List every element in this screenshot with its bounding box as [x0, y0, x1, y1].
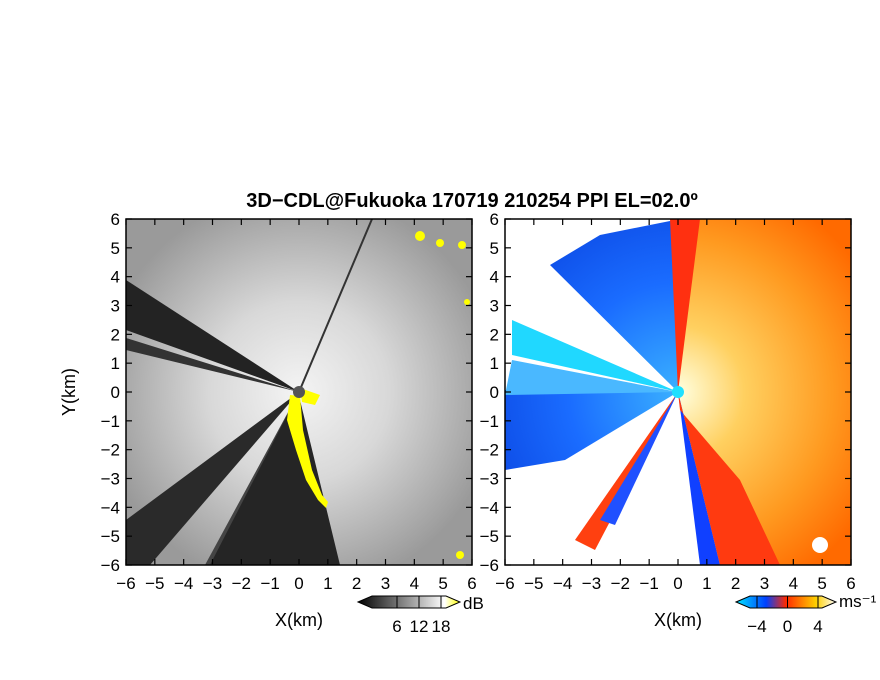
velocity-xtick-label: 6: [846, 574, 855, 593]
radar-site: [293, 386, 305, 398]
yellow-echo-se: [456, 551, 464, 559]
reflectivity-colorbar-unit: dB: [463, 594, 484, 613]
blocked-sector-sw: [126, 392, 299, 565]
reflectivity-ytick-label: 3: [111, 297, 120, 316]
velocity-xtick-label: 2: [731, 574, 740, 593]
velocity-xtick-label: −5: [524, 574, 543, 593]
reflectivity-xtick-label: 2: [352, 574, 361, 593]
radial-streak: [298, 219, 373, 393]
reflectivity-xtick-label: −5: [145, 574, 164, 593]
velocity-ytick-label: −1: [480, 412, 499, 431]
reflectivity-ytick-label: −4: [101, 498, 120, 517]
velocity-ytick-label: −5: [480, 527, 499, 546]
velocity-xtick-label: 3: [760, 574, 769, 593]
yellow-echo-ne-3: [458, 241, 466, 249]
velocity-red-south: [678, 392, 780, 565]
reflectivity-xlabel: X(km): [275, 610, 323, 630]
yellow-echo-south: [287, 395, 328, 508]
velocity-xtick-label: −4: [553, 574, 572, 593]
reflectivity-ytick-label: −3: [101, 470, 120, 489]
velocity-cool-west: [505, 390, 678, 470]
blocked-sector-s: [205, 392, 299, 565]
reflectivity-ytick-label: 6: [111, 210, 120, 229]
figure-title: 3D−CDL@Fukuoka 170719 210254 PPI EL=02.0…: [246, 190, 698, 212]
velocity-xtick-label: −6: [495, 574, 514, 593]
reflectivity-ytick-label: −6: [101, 556, 120, 575]
velocity-ytick-label: −3: [480, 470, 499, 489]
velocity-colorbar-tick-label: 4: [813, 617, 822, 636]
yellow-echo-center: [300, 388, 320, 405]
velocity-xtick-label: 5: [817, 574, 826, 593]
reflectivity-ytick-label: 5: [111, 239, 120, 258]
velocity-ytick-label: −6: [480, 556, 499, 575]
velocity-colorbar-tick-label: 0: [783, 617, 792, 636]
reflectivity-xtick-label: −2: [232, 574, 251, 593]
velocity-ytick-label: 1: [490, 354, 499, 373]
blocked-sector-ssw: [210, 392, 340, 565]
reflectivity-xtick-label: 5: [438, 574, 447, 593]
velocity-xlabel: X(km): [654, 610, 702, 630]
yellow-echo-ne-2: [436, 239, 444, 247]
reflectivity-ytick-label: −1: [101, 412, 120, 431]
reflectivity-ytick-label: 2: [111, 325, 120, 344]
velocity-ytick-label: −4: [480, 498, 499, 517]
velocity-xtick-label: 4: [789, 574, 798, 593]
velocity-cyan-west-2: [505, 360, 678, 395]
yellow-echo-ne: [415, 231, 425, 241]
velocity-colorbar: −4 0 4 ms⁻¹: [734, 592, 877, 636]
velocity-ytick-label: 4: [490, 268, 499, 287]
velocity-ytick-label: 6: [490, 210, 499, 229]
reflectivity-xtick-label: 3: [381, 574, 390, 593]
velocity-cyan-west: [512, 320, 678, 392]
reflectivity-colorbar-tick-label: 12: [410, 617, 429, 636]
reflectivity-ytick-label: 1: [111, 354, 120, 373]
reflectivity-ylabel: Y(km): [59, 368, 79, 416]
reflectivity-colorbar: 6 12 18 dB: [356, 594, 484, 636]
velocity-xtick-label: −2: [611, 574, 630, 593]
yellow-echo-e: [464, 299, 470, 305]
blocked-sector-nw: [126, 280, 299, 392]
reflectivity-ytick-label: −2: [101, 441, 120, 460]
velocity-xtick-label: −3: [582, 574, 601, 593]
reflectivity-ytick-label: 0: [111, 383, 120, 402]
velocity-red-north: [670, 219, 700, 392]
velocity-colorbar-unit: ms⁻¹: [839, 592, 877, 611]
velocity-xtick-label: −1: [639, 574, 658, 593]
blocked-sector-w: [126, 338, 299, 392]
reflectivity-ytick-label: 4: [111, 268, 120, 287]
reflectivity-xtick-label: 1: [323, 574, 332, 593]
reflectivity-xtick-label: 6: [467, 574, 476, 593]
velocity-ytick-label: −2: [480, 441, 499, 460]
reflectivity-xtick-label: −3: [203, 574, 222, 593]
velocity-xtick-label: 1: [702, 574, 711, 593]
reflectivity-xtick-label: −4: [174, 574, 193, 593]
reflectivity-xtick-label: −6: [116, 574, 135, 593]
reflectivity-ytick-label: −5: [101, 527, 120, 546]
velocity-colorbar-tick-label: −4: [747, 617, 766, 636]
velocity-cool-region: [550, 219, 680, 392]
reflectivity-colorbar-tick-label: 18: [432, 617, 451, 636]
velocity-ytick-label: 5: [490, 239, 499, 258]
velocity-red-ssw: [575, 392, 678, 550]
velocity-blue-ssw: [600, 392, 678, 525]
reflectivity-xtick-label: 0: [294, 574, 303, 593]
velocity-xtick-label: 0: [673, 574, 682, 593]
reflectivity-xtick-label: −1: [260, 574, 279, 593]
velocity-ytick-label: 3: [490, 297, 499, 316]
velocity-ytick-label: 0: [490, 383, 499, 402]
reflectivity-colorbar-tick-label: 6: [392, 617, 401, 636]
velocity-ytick-label: 2: [490, 325, 499, 344]
velocity-radar-site: [672, 386, 684, 398]
reflectivity-xtick-label: 4: [410, 574, 419, 593]
